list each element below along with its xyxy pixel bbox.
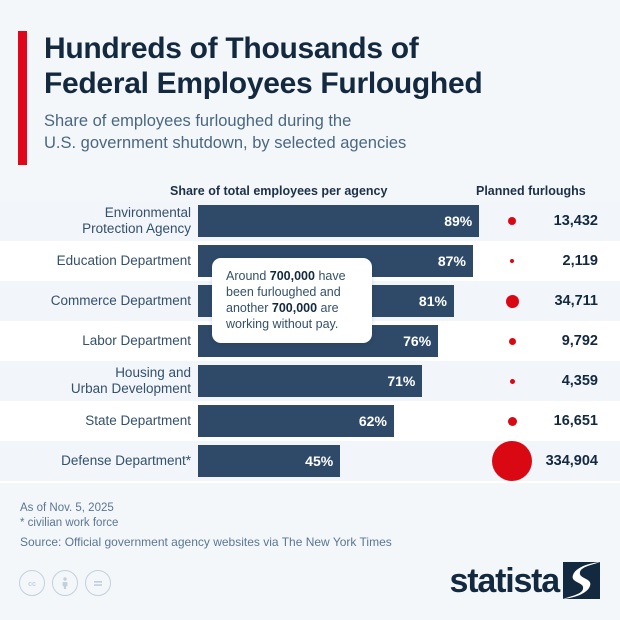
furlough-magnitude-dot xyxy=(492,441,532,481)
planned-furloughs-value: 34,711 xyxy=(554,293,598,309)
furlough-dot-cell xyxy=(486,281,538,321)
furlough-magnitude-dot xyxy=(509,378,515,384)
planned-furloughs-value: 13,432 xyxy=(553,213,598,229)
callout-text-2: have xyxy=(314,269,346,283)
bar-track: 45% xyxy=(198,445,514,477)
row-label-agency: Commerce Department xyxy=(50,293,191,308)
chart-rows: Environmental Protection Agency 89% 13,432… xyxy=(0,201,620,521)
furlough-magnitude-dot xyxy=(508,337,516,345)
bar-track: 62% xyxy=(198,405,514,437)
statista-mark-icon xyxy=(563,562,600,599)
bar-value-label: 62% xyxy=(358,413,387,429)
page-title: Hundreds of Thousands of Federal Employe… xyxy=(44,32,483,100)
furlough-magnitude-dot xyxy=(510,259,514,263)
share-bar: 62% xyxy=(198,405,394,437)
callout-annotation: Around 700,000 have been furloughed and … xyxy=(212,258,372,343)
furlough-dot-cell xyxy=(486,321,538,361)
bar-value-label: 45% xyxy=(305,453,334,469)
row-label-agency: Defense Department* xyxy=(61,453,191,468)
callout-text-5: are xyxy=(317,301,339,315)
planned-furloughs-value: 4,359 xyxy=(561,373,598,389)
furlough-dot-cell xyxy=(486,241,538,281)
planned-furloughs-value: 16,651 xyxy=(553,413,598,429)
infographic-footer: As of Nov. 5, 2025 * civilian work force… xyxy=(0,483,620,620)
row-label-agency: State Department xyxy=(85,413,191,428)
cc-glyph: cc xyxy=(28,581,36,588)
person-glyph xyxy=(62,577,68,589)
infographic-header: Hundreds of Thousands of Federal Employe… xyxy=(0,0,620,165)
row-label-agency: Labor Department xyxy=(82,333,191,348)
callout-text-1: Around xyxy=(226,269,270,283)
column-headers: Share of total employees per agency Plan… xyxy=(0,184,620,202)
furlough-magnitude-dot xyxy=(505,294,519,308)
bar-value-label: 87% xyxy=(437,253,466,269)
planned-furloughs-value: 9,792 xyxy=(561,333,598,349)
bar-value-label: 71% xyxy=(387,373,416,389)
share-bar: 45% xyxy=(198,445,341,477)
furlough-dot-cell xyxy=(486,441,538,481)
statista-wordmark: statista xyxy=(449,561,561,600)
bar-track: 71% xyxy=(198,365,514,397)
equals-glyph xyxy=(94,581,102,586)
column-header-share: Share of total employees per agency xyxy=(170,184,388,198)
table-row: Environmental Protection Agency 89% 13,432 xyxy=(0,201,620,241)
page-subtitle: Share of employees furloughed during the… xyxy=(44,112,407,152)
cc-by-attribution-icon[interactable] xyxy=(52,570,78,596)
bar-value-label: 81% xyxy=(418,293,447,309)
furlough-dot-cell xyxy=(486,201,538,241)
table-row: Defense Department* 45% 334,904 xyxy=(0,441,620,481)
callout-text-6: working without pay. xyxy=(226,317,339,331)
table-row: Housing and Urban Development 71% 4,359 xyxy=(0,361,620,401)
share-bar: 71% xyxy=(198,365,423,397)
callout-bold-1: 700,000 xyxy=(269,269,315,283)
row-label-agency: Environmental Protection Agency xyxy=(82,205,191,236)
statista-logo[interactable]: statista xyxy=(450,562,600,599)
bar-value-label: 76% xyxy=(403,333,432,349)
share-bar: 89% xyxy=(198,205,480,237)
furlough-magnitude-dot xyxy=(508,217,516,225)
furlough-dot-cell xyxy=(486,361,538,401)
planned-furloughs-value: 334,904 xyxy=(545,453,598,469)
furlough-dot-cell xyxy=(486,401,538,441)
cc-icon[interactable]: cc xyxy=(19,570,45,596)
creative-commons-icons: cc xyxy=(19,570,111,596)
furlough-magnitude-dot xyxy=(507,416,517,426)
red-accent-bar xyxy=(18,31,27,165)
row-label-agency: Housing and Urban Development xyxy=(70,365,191,396)
column-header-planned-furloughs: Planned furloughs xyxy=(476,184,586,198)
bar-value-label: 89% xyxy=(444,213,473,229)
svg-text:cc: cc xyxy=(28,581,36,588)
bar-track: 89% xyxy=(198,205,514,237)
source-line: Source: Official government agency websi… xyxy=(20,535,392,549)
footnotes: As of Nov. 5, 2025 * civilian work force xyxy=(20,502,119,529)
cc-nd-no-derivatives-icon[interactable] xyxy=(85,570,111,596)
callout-text-3: been furloughed and xyxy=(226,285,341,299)
row-label-agency: Education Department xyxy=(56,253,191,268)
callout-text-4: another xyxy=(226,301,272,315)
planned-furloughs-value: 2,119 xyxy=(562,253,599,269)
callout-bold-2: 700,000 xyxy=(271,301,318,315)
table-row: State Department 62% 16,651 xyxy=(0,401,620,441)
